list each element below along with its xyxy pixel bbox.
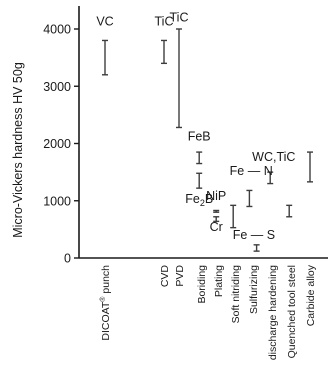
- range-bar: [286, 204, 293, 218]
- range-bar: [196, 151, 203, 165]
- annotation-label: Fe2B: [185, 192, 213, 208]
- annotation-label: Fe — S: [233, 228, 275, 242]
- range-bar: [102, 39, 108, 76]
- annotation-label: FeB: [188, 130, 211, 144]
- x-tick-label: Soft nitriding: [230, 265, 242, 324]
- range-bar: [161, 39, 167, 65]
- range-bar: [307, 151, 313, 183]
- range-bar: [196, 172, 203, 189]
- y-tick-label: 0: [64, 252, 71, 266]
- x-tick-label: CVD: [159, 265, 171, 288]
- annotation-label: VC: [96, 15, 113, 29]
- x-tick-label: discharge hardening: [267, 265, 279, 360]
- x-tick-label: DICOAT® punch: [99, 265, 112, 341]
- range-bar: [230, 204, 237, 229]
- annotation-label: Cr: [210, 220, 223, 234]
- range-bar: [213, 216, 220, 223]
- y-tick-label: 4000: [43, 23, 71, 37]
- annotation-tail: B: [205, 192, 213, 206]
- range-bar: [253, 244, 260, 252]
- y-axis-label: Micro-Vickers hardness HV 50g: [11, 62, 25, 238]
- x-tick-label-main: DICOAT: [100, 301, 112, 340]
- x-tick-labels: DICOAT® punch CVD PVD Boriding Plating Soft n…: [99, 264, 317, 360]
- x-tick-label: Boriding: [196, 265, 208, 304]
- annotation-main: Fe: [185, 192, 200, 206]
- y-tick-label: 3000: [43, 80, 71, 94]
- annotation-label: NiP: [206, 189, 226, 203]
- range-bar: [246, 189, 253, 208]
- x-tick-label: Carbide alloy: [305, 264, 317, 326]
- x-tick-label: Quenched tool steel: [286, 265, 298, 358]
- range-bars: [102, 28, 313, 252]
- y-tick-label: 1000: [43, 194, 71, 208]
- range-bar: [213, 209, 220, 213]
- annotation-sub: 2: [200, 198, 205, 208]
- annotation-label: Fe — N: [230, 164, 273, 178]
- y-tick-label: 2000: [43, 137, 71, 151]
- range-bar: [176, 28, 182, 129]
- x-tick-label: Sulfurizing: [248, 265, 260, 314]
- range-bar: [267, 171, 274, 185]
- annotation-label: TiC: [170, 11, 189, 25]
- annotation-label: WC,TiC: [252, 150, 295, 164]
- x-tick-label-tail: punch: [100, 265, 112, 297]
- y-ticks: 0 1000 2000 3000 4000: [43, 23, 79, 266]
- x-tick-label: PVD: [174, 265, 186, 287]
- x-tick-label: Plating: [213, 265, 225, 297]
- annotation-label: TiC: [155, 15, 174, 29]
- x-tick-label-sup: ®: [99, 296, 107, 302]
